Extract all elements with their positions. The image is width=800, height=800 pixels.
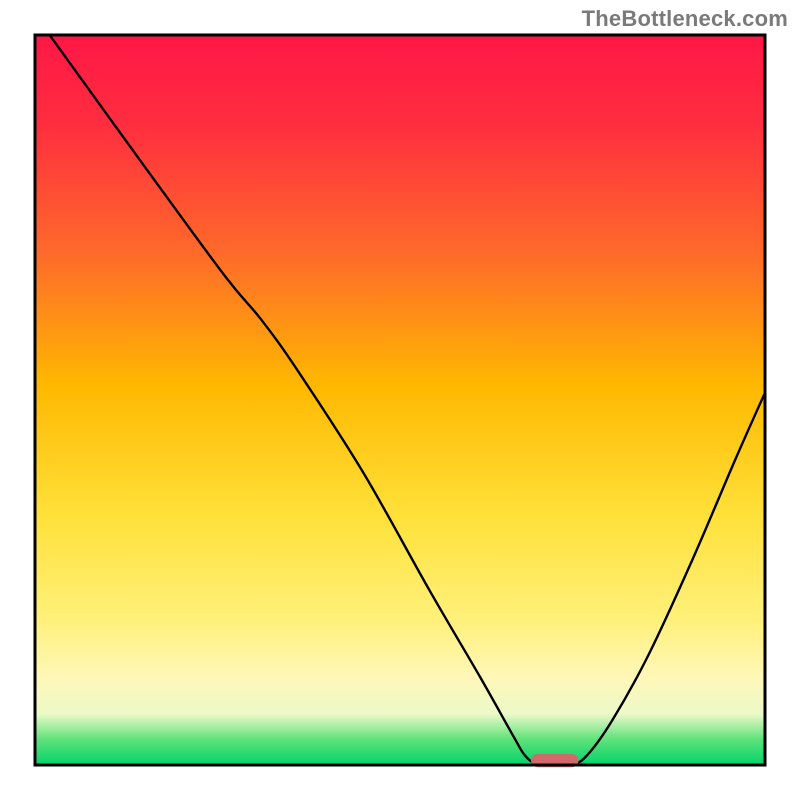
gradient-background (35, 35, 765, 765)
plot-area (35, 35, 765, 767)
chart-stage: TheBottleneck.com (0, 0, 800, 800)
watermark-text: TheBottleneck.com (582, 6, 788, 32)
bottleneck-chart-svg (0, 0, 800, 800)
